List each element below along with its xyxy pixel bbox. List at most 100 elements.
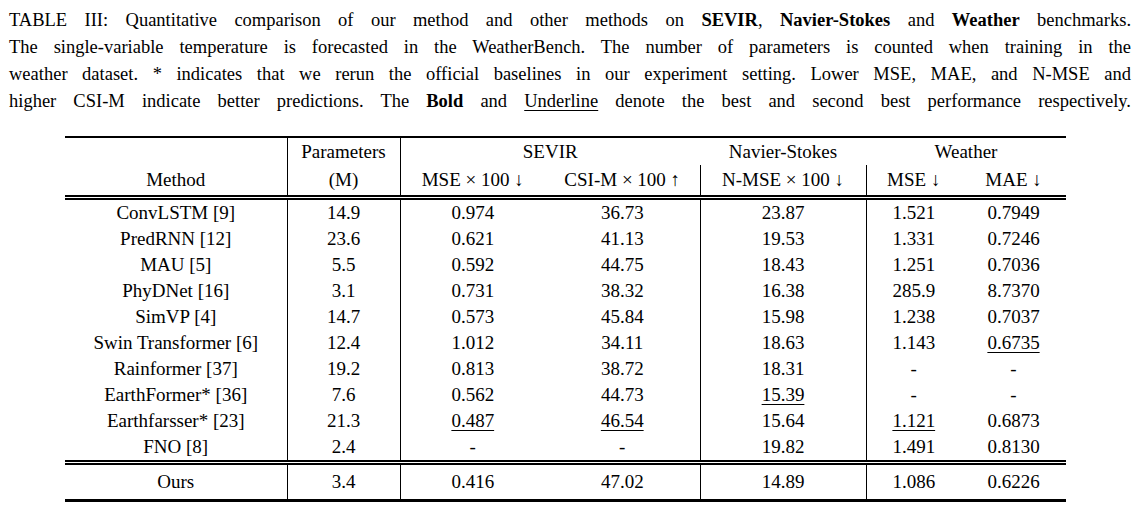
value-cell: 0.487 — [400, 408, 545, 434]
caption-line: higher CSI-M indicate better predictions… — [9, 88, 1131, 115]
value-cell: 18.63 — [700, 330, 866, 356]
table-row: MAU [5]5.50.59244.7518.431.2510.7036 — [65, 252, 1066, 278]
value-cell: - — [866, 356, 961, 382]
value-cell: 5.5 — [287, 252, 400, 278]
value-cell: 1.086 — [866, 463, 961, 501]
value-cell: 8.7370 — [961, 278, 1066, 304]
value-cell: 21.3 — [287, 408, 400, 434]
value-cell: 1.331 — [866, 226, 961, 252]
table-row: FNO [8]2.4--19.821.4910.8130 — [65, 434, 1066, 463]
caption-text: and — [463, 91, 524, 111]
header-sevir-mse: MSE × 100 ↓ — [400, 165, 545, 198]
value-cell: 45.84 — [545, 304, 700, 330]
header-cols-row: Method (M) MSE × 100 ↓ CSI-M × 100 ↑ N-M… — [65, 165, 1066, 198]
method-cell: EarthFormer* [36] — [65, 382, 287, 408]
caption-text: , — [758, 10, 780, 30]
header-parameters: Parameters — [287, 137, 400, 165]
value-cell: 44.75 — [545, 252, 700, 278]
results-table: Parameters SEVIR Navier-Stokes Weather M… — [65, 136, 1066, 502]
table-row: EarthFormer* [36]7.60.56244.7315.39-- — [65, 382, 1066, 408]
value-cell: 3.4 — [287, 463, 400, 501]
value-cell: 0.573 — [400, 304, 545, 330]
caption-bold-text: Weather — [952, 10, 1020, 30]
method-cell: ConvLSTM [9] — [65, 198, 287, 227]
value-cell: 1.491 — [866, 434, 961, 463]
value-cell: 7.6 — [287, 382, 400, 408]
value-cell: - — [400, 434, 545, 463]
table-row: Earthfarsser* [23]21.30.48746.5415.641.1… — [65, 408, 1066, 434]
value-cell: 38.32 — [545, 278, 700, 304]
value-cell: 0.562 — [400, 382, 545, 408]
method-cell: MAU [5] — [65, 252, 287, 278]
header-group-row: Parameters SEVIR Navier-Stokes Weather — [65, 137, 1066, 165]
table-container: Parameters SEVIR Navier-Stokes Weather M… — [65, 136, 1066, 502]
value-cell: 1.251 — [866, 252, 961, 278]
header-navier-stokes: Navier-Stokes — [700, 137, 866, 165]
value-cell: 0.7037 — [961, 304, 1066, 330]
caption-text: and — [890, 10, 952, 30]
value-cell: 1.012 — [400, 330, 545, 356]
table-row: SimVP [4]14.70.57345.8415.981.2380.7037 — [65, 304, 1066, 330]
value-cell: - — [545, 434, 700, 463]
header-params-m: (M) — [287, 165, 400, 198]
method-cell: PhyDNet [16] — [65, 278, 287, 304]
caption-text: weather dataset. * indicates that we rer… — [9, 64, 1131, 84]
value-cell: 3.1 — [287, 278, 400, 304]
value-cell: 44.73 — [545, 382, 700, 408]
value-cell: 19.82 — [700, 434, 866, 463]
value-cell: 0.416 — [400, 463, 545, 501]
value-cell: 0.6226 — [961, 463, 1066, 501]
header-ns-nmse: N-MSE × 100 ↓ — [700, 165, 866, 198]
header-empty-cell — [65, 137, 287, 165]
value-cell: 0.731 — [400, 278, 545, 304]
value-cell: 46.54 — [545, 408, 700, 434]
value-cell: 0.621 — [400, 226, 545, 252]
value-cell: 18.31 — [700, 356, 866, 382]
value-cell: 18.43 — [700, 252, 866, 278]
caption-line: weather dataset. * indicates that we rer… — [9, 61, 1131, 88]
value-cell: 0.6735 — [961, 330, 1066, 356]
table-row: PredRNN [12]23.60.62141.1319.531.3310.72… — [65, 226, 1066, 252]
value-cell: 1.143 — [866, 330, 961, 356]
caption-line: The single-variable temperature is forec… — [9, 34, 1131, 61]
caption-text: denote the best and second best performa… — [598, 91, 1131, 111]
value-cell: 0.813 — [400, 356, 545, 382]
value-cell: 38.72 — [545, 356, 700, 382]
table-header: Parameters SEVIR Navier-Stokes Weather M… — [65, 137, 1066, 198]
value-cell: 1.238 — [866, 304, 961, 330]
caption-bold-text: Bold — [426, 91, 463, 111]
method-cell: PredRNN [12] — [65, 226, 287, 252]
header-method: Method — [65, 165, 287, 198]
value-cell: 19.2 — [287, 356, 400, 382]
value-cell: 36.73 — [545, 198, 700, 227]
value-cell: 285.9 — [866, 278, 961, 304]
value-cell: 47.02 — [545, 463, 700, 501]
value-cell: 14.7 — [287, 304, 400, 330]
method-cell: SimVP [4] — [65, 304, 287, 330]
caption-underline-text: Underline — [524, 91, 598, 111]
method-cell: Rainformer [37] — [65, 356, 287, 382]
value-cell: 0.7246 — [961, 226, 1066, 252]
value-cell: 0.974 — [400, 198, 545, 227]
method-cell: Swin Transformer [6] — [65, 330, 287, 356]
value-cell: 1.121 — [866, 408, 961, 434]
value-cell: 19.53 — [700, 226, 866, 252]
value-cell: 41.13 — [545, 226, 700, 252]
method-cell: FNO [8] — [65, 434, 287, 463]
table-row: Swin Transformer [6]12.41.01234.1118.631… — [65, 330, 1066, 356]
value-cell: 16.38 — [700, 278, 866, 304]
header-weather-mse: MSE ↓ — [866, 165, 961, 198]
value-cell: 15.98 — [700, 304, 866, 330]
paper-page: TABLE III: Quantitative comparison of ou… — [0, 0, 1138, 515]
value-cell: 23.87 — [700, 198, 866, 227]
value-cell: - — [866, 382, 961, 408]
table-row: ConvLSTM [9]14.90.97436.7323.871.5210.79… — [65, 198, 1066, 227]
caption-text: TABLE III: Quantitative comparison of ou… — [9, 10, 701, 30]
value-cell: 0.8130 — [961, 434, 1066, 463]
caption-text: The single-variable temperature is forec… — [9, 37, 1131, 57]
header-sevir: SEVIR — [400, 137, 700, 165]
value-cell: 15.39 — [700, 382, 866, 408]
caption-line: TABLE III: Quantitative comparison of ou… — [9, 7, 1131, 34]
method-cell: Ours — [65, 463, 287, 501]
header-weather: Weather — [866, 137, 1066, 165]
